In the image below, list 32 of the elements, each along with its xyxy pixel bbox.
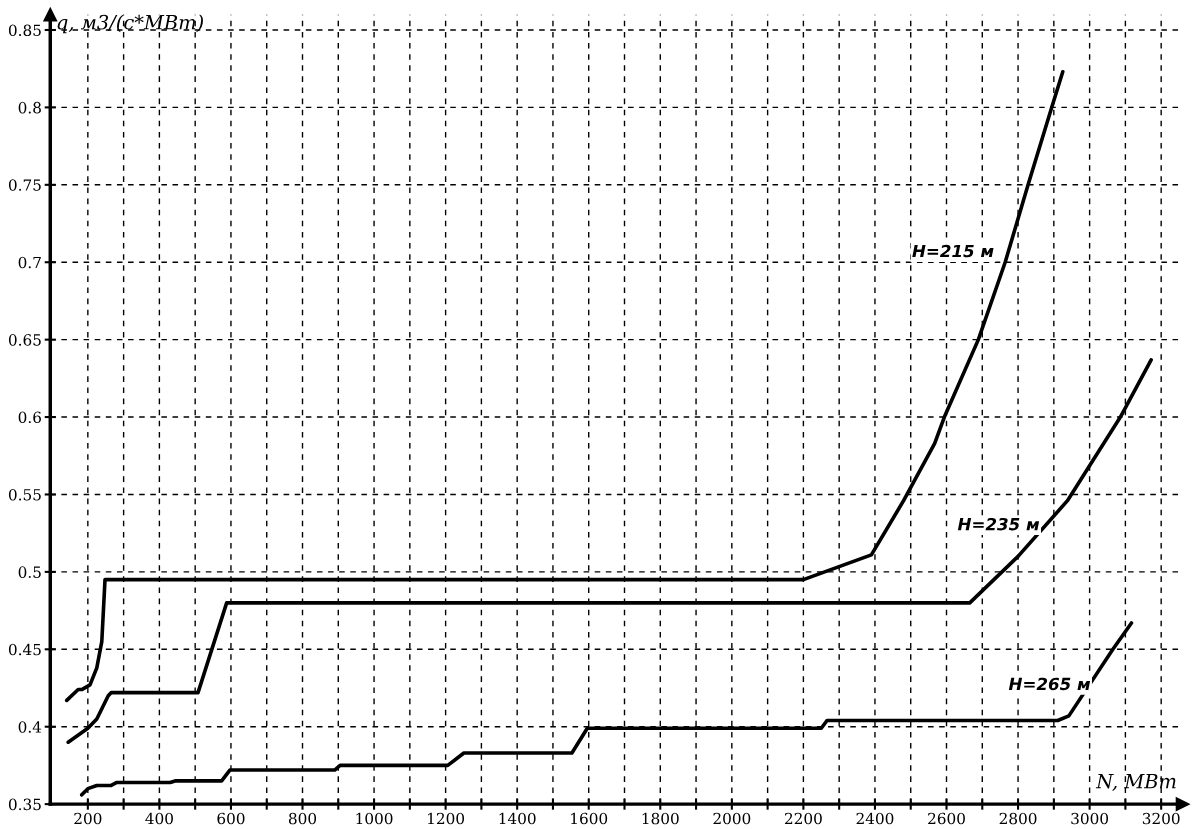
y-tick-label: 0.6 bbox=[18, 411, 41, 424]
x-tick-label: 600 bbox=[217, 812, 245, 825]
series-label: H=235 м bbox=[957, 517, 1040, 531]
x-tick-label: 200 bbox=[74, 812, 102, 825]
y-tick-label: 0.65 bbox=[8, 334, 41, 346]
series-label: H=215 м bbox=[912, 244, 994, 258]
x-axis-title: N, МВт bbox=[1095, 774, 1176, 791]
x-tick-label: 2600 bbox=[928, 812, 965, 825]
x-tick-label: 3000 bbox=[1071, 812, 1109, 825]
x-tick-label: 1400 bbox=[499, 812, 536, 825]
x-tick-label: 1600 bbox=[571, 812, 608, 825]
x-tick-label: 2200 bbox=[784, 812, 822, 825]
y-tick-label: 0.35 bbox=[8, 798, 41, 811]
y-tick-label: 0.85 bbox=[8, 24, 41, 37]
y-tick-label: 0.4 bbox=[18, 721, 42, 733]
x-tick-label: 1800 bbox=[642, 812, 679, 825]
y-axis-title: q, м3/(с*МВт) bbox=[57, 14, 203, 34]
y-tick-label: 0.8 bbox=[18, 101, 41, 114]
x-tick-label: 2000 bbox=[713, 812, 751, 825]
x-tick-label: 2400 bbox=[856, 812, 894, 825]
x-tick-label: 1000 bbox=[356, 812, 393, 825]
y-tick-label: 0.7 bbox=[18, 256, 41, 269]
y-tick-label: 0.5 bbox=[18, 566, 41, 578]
x-tick-label: 3200 bbox=[1142, 812, 1180, 825]
x-tick-label: 1200 bbox=[428, 812, 465, 825]
y-tick-label: 0.75 bbox=[8, 179, 41, 191]
x-tick-label: 800 bbox=[288, 812, 317, 825]
y-tick-label: 0.55 bbox=[8, 488, 41, 501]
series-label: H=265 м bbox=[1008, 677, 1091, 691]
y-tick-label: 0.45 bbox=[8, 643, 41, 656]
x-tick-label: 400 bbox=[145, 812, 173, 825]
x-tick-label: 2800 bbox=[999, 812, 1037, 825]
